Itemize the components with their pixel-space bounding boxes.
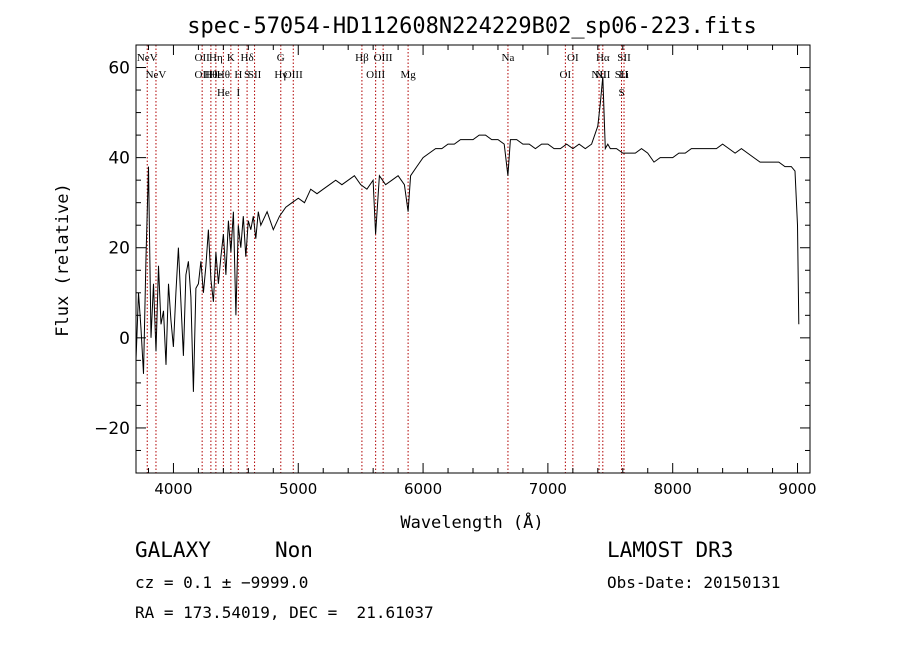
x-tick-label: 6000 bbox=[404, 480, 442, 498]
survey-label: LAMOST DR3 bbox=[607, 538, 734, 562]
spectral-line-label: OI bbox=[567, 52, 579, 64]
object-class: GALAXY bbox=[135, 538, 211, 562]
spectral-line-label: H bbox=[234, 69, 242, 81]
spectral-line-label: He bbox=[217, 87, 230, 99]
spectral-line-label: S bbox=[244, 69, 250, 81]
y-tick-label: 60 bbox=[108, 59, 130, 79]
spectral-line-label: Li bbox=[619, 69, 629, 81]
spectral-line-label: S bbox=[618, 87, 624, 99]
spectrum-series-line bbox=[135, 76, 800, 392]
spectral-line-label: Na bbox=[502, 52, 515, 64]
spectral-line-label: OIII bbox=[366, 69, 385, 81]
chart-title: spec-57054-HD112608N224229B02_sp06-223.f… bbox=[187, 14, 757, 39]
y-tick-label: −20 bbox=[94, 419, 130, 439]
spectral-line-label: Hδ bbox=[241, 52, 254, 64]
spectral-line-label: Mg bbox=[400, 69, 416, 81]
x-tick-label: 9000 bbox=[778, 480, 816, 498]
spectral-line-label: G bbox=[277, 52, 285, 64]
spectral-line-label: SII bbox=[248, 69, 262, 81]
y-tick-label: 20 bbox=[108, 239, 130, 259]
x-axis-label: Wavelength (Å) bbox=[400, 511, 543, 533]
spectral-line-label: NeV bbox=[137, 52, 158, 64]
x-tick-label: 4000 bbox=[154, 480, 192, 498]
x-tick-label: 8000 bbox=[654, 480, 692, 498]
spectral-line-label: NII bbox=[595, 69, 611, 81]
redshift-text: cz = 0.1 ± −9999.0 bbox=[135, 573, 309, 592]
y-tick-label: 40 bbox=[108, 149, 130, 169]
y-axis-label: Flux (relative) bbox=[53, 183, 73, 337]
x-tick-label: 7000 bbox=[529, 480, 567, 498]
spectral-line-label: Hθ bbox=[204, 69, 217, 81]
spectral-line-label: OII bbox=[195, 52, 211, 64]
spectral-line-labels: NeVNeVOIIOIIHθHηHeHθHeKHIHδSSIIGHγOIIIHβ… bbox=[137, 52, 631, 99]
spectral-line-label: SII bbox=[615, 69, 629, 81]
coordinates-text: RA = 173.54019, DEC = 21.61037 bbox=[135, 603, 434, 622]
spectral-line-label: OI bbox=[560, 69, 572, 81]
y-tick-label: 0 bbox=[119, 329, 130, 349]
spectral-line-label: He bbox=[209, 69, 222, 81]
spectral-line-label: I bbox=[237, 87, 241, 99]
y-axis-ticks: −20 0 20 40 60 bbox=[94, 44, 810, 474]
spectral-line-label: Hβ bbox=[355, 52, 369, 64]
x-tick-label: 5000 bbox=[279, 480, 317, 498]
spectral-line-markers bbox=[146, 45, 625, 473]
spectral-line-label: NeV bbox=[146, 69, 167, 81]
spectral-line-label: OIII bbox=[374, 52, 393, 64]
obs-date-text: Obs-Date: 20150131 bbox=[607, 573, 781, 592]
spectral-line-label: Hγ bbox=[274, 69, 287, 81]
spectral-line-label: OII bbox=[195, 69, 211, 81]
spectral-line-label: Hη bbox=[209, 52, 223, 64]
x-axis-ticks: 4000 5000 6000 7000 8000 9000 bbox=[147, 45, 817, 498]
spectral-line-label: SII bbox=[617, 52, 631, 64]
spectral-line-label: Hα bbox=[596, 52, 610, 64]
spectral-line-label: OIII bbox=[284, 69, 303, 81]
object-subclass: Non bbox=[275, 538, 313, 562]
spectral-line-label: Hθ bbox=[217, 69, 230, 81]
spectral-line-label: K bbox=[227, 52, 235, 64]
